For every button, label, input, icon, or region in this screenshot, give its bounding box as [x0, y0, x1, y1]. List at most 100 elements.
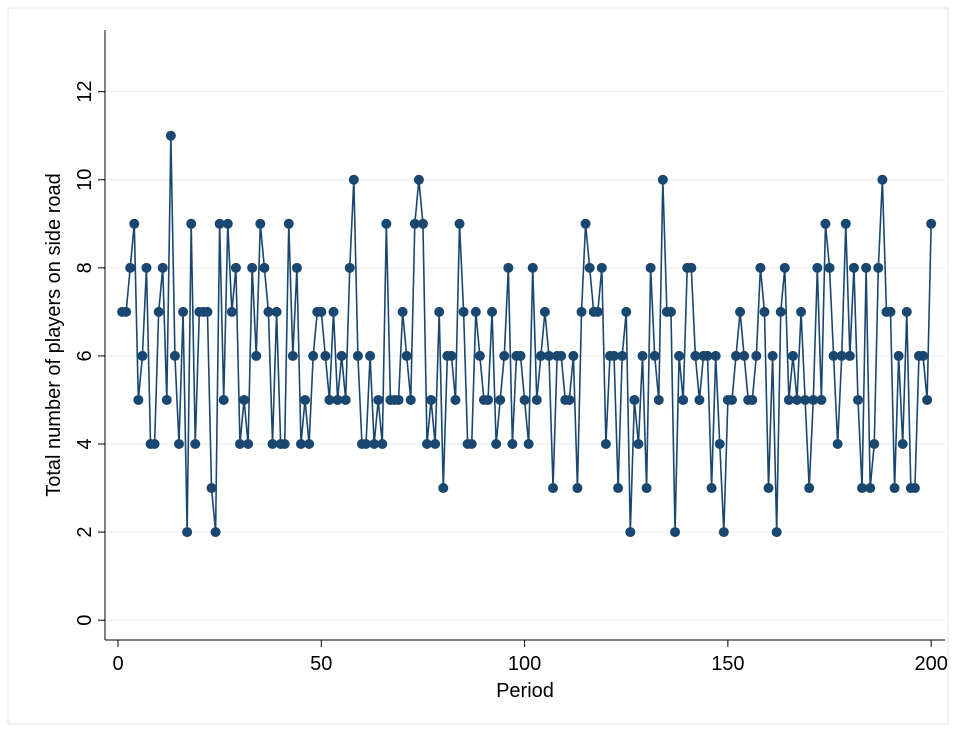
- y-tick-label: 4: [74, 438, 96, 449]
- point: [820, 218, 831, 229]
- point: [731, 350, 742, 361]
- point: [690, 350, 701, 361]
- y-tick-label: 0: [74, 615, 96, 626]
- x-tick-label: 100: [508, 653, 541, 675]
- point: [824, 262, 835, 273]
- point: [300, 394, 311, 405]
- point: [393, 394, 404, 405]
- point: [523, 439, 534, 450]
- point: [243, 439, 254, 450]
- point: [877, 174, 888, 185]
- point: [153, 306, 164, 317]
- point: [747, 394, 758, 405]
- point: [710, 350, 721, 361]
- point: [828, 350, 839, 361]
- point: [426, 394, 437, 405]
- point: [714, 439, 725, 450]
- point: [576, 306, 587, 317]
- point: [539, 306, 550, 317]
- point: [702, 350, 713, 361]
- point: [295, 439, 306, 450]
- point: [783, 394, 794, 405]
- point: [401, 350, 412, 361]
- point: [129, 218, 140, 229]
- point: [771, 527, 782, 538]
- point: [792, 394, 803, 405]
- point: [759, 306, 770, 317]
- point: [556, 350, 567, 361]
- point: [767, 350, 778, 361]
- series-line: [122, 135, 932, 533]
- point: [706, 483, 717, 494]
- point: [320, 350, 331, 361]
- point: [641, 483, 652, 494]
- point: [686, 262, 697, 273]
- point: [141, 262, 152, 273]
- point: [161, 394, 172, 405]
- point: [796, 306, 807, 317]
- point: [568, 350, 579, 361]
- point: [230, 262, 241, 273]
- point: [202, 306, 213, 317]
- point: [169, 350, 180, 361]
- point: [121, 306, 132, 317]
- point: [328, 306, 339, 317]
- point: [755, 262, 766, 273]
- point: [564, 394, 575, 405]
- point: [149, 439, 160, 450]
- point: [543, 350, 554, 361]
- point: [633, 439, 644, 450]
- point: [629, 394, 640, 405]
- point: [316, 306, 327, 317]
- point: [361, 439, 372, 450]
- point: [413, 174, 424, 185]
- point: [434, 306, 445, 317]
- point: [694, 394, 705, 405]
- point: [247, 262, 258, 273]
- point: [222, 218, 233, 229]
- point: [458, 306, 469, 317]
- point: [417, 218, 428, 229]
- point: [446, 350, 457, 361]
- point: [787, 350, 798, 361]
- point: [844, 350, 855, 361]
- point: [515, 350, 526, 361]
- point: [255, 218, 266, 229]
- point: [665, 306, 676, 317]
- point: [409, 218, 420, 229]
- point: [186, 218, 197, 229]
- y-tick-label: 6: [74, 350, 96, 361]
- y-axis-title: Total number of players on side road: [43, 173, 65, 497]
- x-tick-label: 200: [914, 653, 947, 675]
- point: [157, 262, 168, 273]
- point: [495, 394, 506, 405]
- point: [625, 527, 636, 538]
- point: [352, 350, 363, 361]
- point: [206, 483, 217, 494]
- point: [535, 350, 546, 361]
- point: [848, 262, 859, 273]
- point: [718, 527, 729, 538]
- point: [251, 350, 262, 361]
- y-tick-label: 12: [74, 81, 96, 103]
- point: [909, 483, 920, 494]
- point: [259, 262, 270, 273]
- point: [926, 218, 937, 229]
- point: [800, 394, 811, 405]
- point: [397, 306, 408, 317]
- point: [832, 439, 843, 450]
- y-tick-label: 2: [74, 527, 96, 538]
- point: [808, 394, 819, 405]
- point: [365, 350, 376, 361]
- point: [182, 527, 193, 538]
- point: [503, 262, 514, 273]
- point: [348, 174, 359, 185]
- point: [137, 350, 148, 361]
- point: [279, 439, 290, 450]
- point: [922, 394, 933, 405]
- point: [190, 439, 201, 450]
- point: [531, 394, 542, 405]
- point: [381, 218, 392, 229]
- point: [763, 483, 774, 494]
